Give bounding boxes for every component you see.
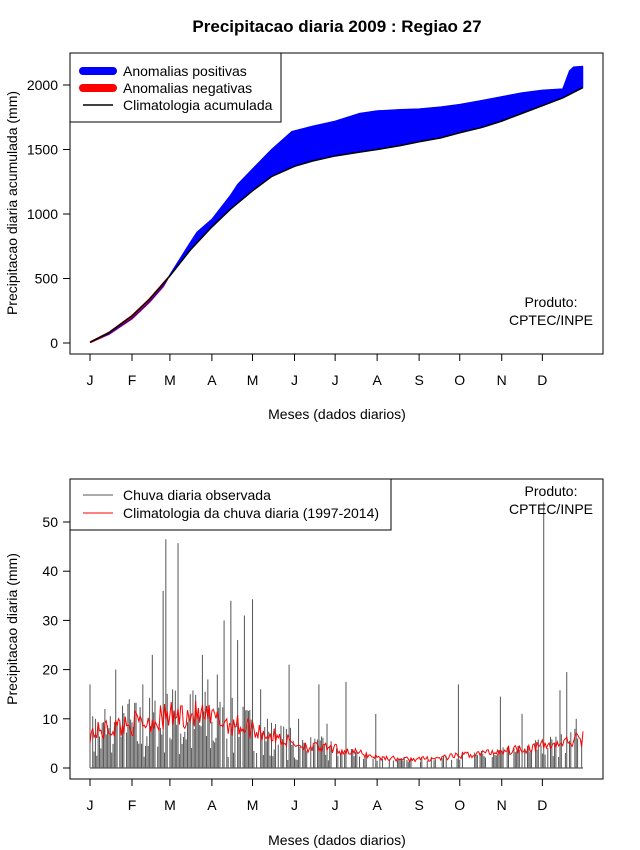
- legend-label-climatology: Climatologia acumulada: [123, 97, 273, 113]
- bottom-x-tick-label: N: [497, 797, 507, 813]
- bottom-y-tick-label: 0: [50, 760, 58, 776]
- top-x-axis-title: Meses (dados diarios): [268, 406, 406, 422]
- bottom-x-tick-label: S: [414, 797, 423, 813]
- bottom-x-tick-label: M: [164, 797, 176, 813]
- top-x-tick-label: N: [497, 372, 507, 388]
- legend-label-positive: Anomalias positivas: [123, 63, 247, 79]
- negative-anomaly-area-0: [90, 276, 169, 344]
- bottom-y-tick-label: 40: [42, 563, 58, 579]
- top-x-tick-label: A: [207, 372, 217, 388]
- top-y-tick-label: 500: [35, 271, 59, 287]
- bottom-x-tick-label: M: [247, 797, 259, 813]
- top-x-tick-label: F: [128, 372, 137, 388]
- top-chart: 0 500 1000 1500 2000 J F M A M J J A S O N D Meses (dad…: [4, 52, 604, 422]
- top-legend: Anomalias positivas Anomalias negativas …: [69, 52, 282, 123]
- top-x-tick-label: O: [454, 372, 465, 388]
- top-y-axis-title: Precipitacao diaria acumulada (mm): [4, 91, 20, 315]
- top-product-note-line2: CPTEC/INPE: [509, 312, 593, 328]
- top-x-tick-label: J: [332, 372, 339, 388]
- legend-label-observed: Chuva diaria observada: [123, 487, 271, 503]
- climatology-cumulative-line: [89, 86, 584, 344]
- bottom-x-axis-title: Meses (dados diarios): [268, 832, 406, 848]
- bottom-y-tick-label: 50: [42, 514, 58, 530]
- bottom-x-tick-label: D: [537, 797, 547, 813]
- bottom-legend-box: [69, 478, 392, 531]
- top-x-tick-label: J: [87, 372, 94, 388]
- daily-climatology-line: [89, 701, 584, 763]
- bottom-y-axis-title: Precipitacao diaria (mm): [4, 553, 20, 705]
- top-x-tick-label: S: [414, 372, 423, 388]
- top-x-tick-label: D: [537, 372, 547, 388]
- bottom-x-tick-label: A: [372, 797, 382, 813]
- top-y-tick-label: 0: [50, 335, 58, 351]
- top-x-tick-label: A: [372, 372, 382, 388]
- legend-label-daily-climatology: Climatologia da chuva diaria (1997-2014): [123, 505, 379, 521]
- bottom-x-tick-label: J: [332, 797, 339, 813]
- top-x-tick-label: M: [247, 372, 259, 388]
- bottom-y-tick-label: 10: [42, 711, 58, 727]
- bottom-product-note-line2: CPTEC/INPE: [509, 501, 593, 517]
- bottom-x-tick-label: J: [291, 797, 298, 813]
- bottom-x-tick-label: J: [87, 797, 94, 813]
- bottom-x-tick-label: F: [128, 797, 137, 813]
- top-y-tick-label: 1500: [27, 142, 58, 158]
- bottom-x-tick-label: A: [207, 797, 217, 813]
- bottom-product-note-line1: Produto:: [525, 483, 578, 499]
- top-y-tick-label: 1000: [27, 206, 58, 222]
- legend-label-negative: Anomalias negativas: [123, 80, 252, 96]
- bottom-y-tick-label: 20: [42, 662, 58, 678]
- bottom-y-tick-label: 30: [42, 612, 58, 628]
- bottom-legend: Chuva diaria observada Climatologia da c…: [69, 478, 392, 531]
- top-x-tick-label: M: [164, 372, 176, 388]
- top-x-tick-label: J: [291, 372, 298, 388]
- top-product-note-line1: Produto:: [525, 294, 578, 310]
- bottom-x-tick-label: O: [454, 797, 465, 813]
- top-y-tick-label: 2000: [27, 77, 58, 93]
- bottom-chart: 0 10 20 30 40 50 J F M A M J J A S O N D Meses (dados di…: [4, 478, 604, 848]
- chart-title: Precipitacao diaria 2009 : Regiao 27: [192, 17, 481, 36]
